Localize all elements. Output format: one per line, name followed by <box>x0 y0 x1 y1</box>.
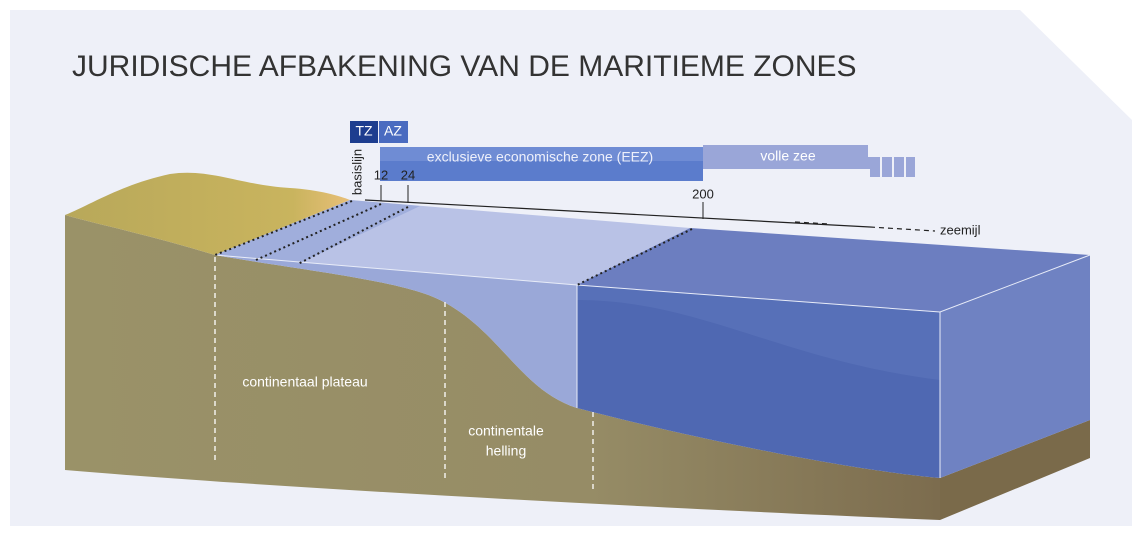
plateau-label: continentaal plateau <box>242 374 367 390</box>
scale-mark: 24 <box>401 167 415 182</box>
slope-label: helling <box>486 443 526 459</box>
fade-block <box>894 157 904 177</box>
fade-block <box>906 157 915 177</box>
unit-label: zeemijl <box>940 222 981 237</box>
fade-block <box>882 157 892 177</box>
eez-label: exclusieve economische zone (EEZ) <box>427 149 653 165</box>
az-label: AZ <box>384 123 402 139</box>
title: JURIDISCHE AFBAKENING VAN DE MARITIEME Z… <box>72 50 857 83</box>
tz-label: TZ <box>355 123 373 139</box>
high-seas-fade <box>868 157 915 177</box>
fade-block <box>868 157 870 169</box>
baseline-label: basislijn <box>349 149 364 195</box>
scale-mark: 200 <box>692 186 714 201</box>
fade-block <box>870 157 880 177</box>
diagram: JURIDISCHE AFBAKENING VAN DE MARITIEME Z… <box>0 0 1132 536</box>
high-seas-label: volle zee <box>760 148 815 164</box>
slope-label: continentale <box>468 423 544 439</box>
scale-mark: 12 <box>374 167 388 182</box>
